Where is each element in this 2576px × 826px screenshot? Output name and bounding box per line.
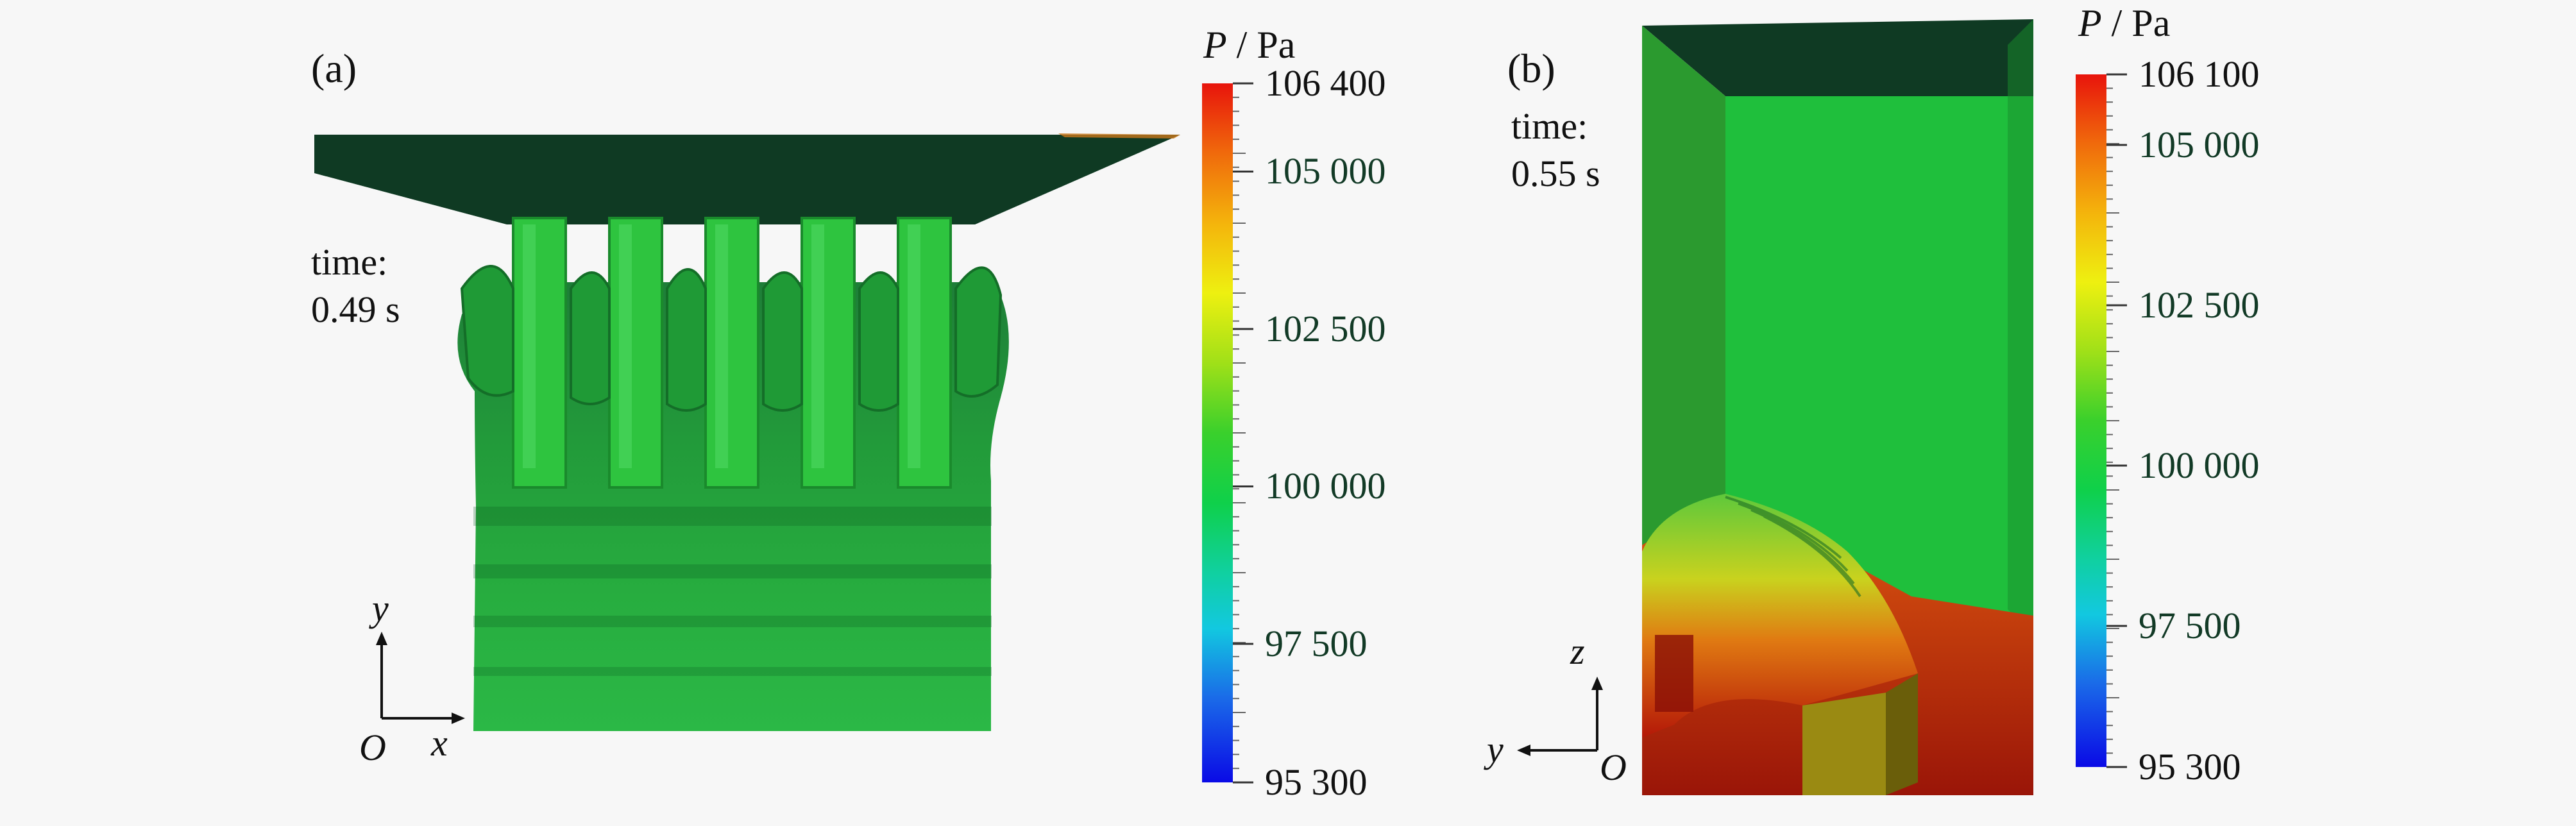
panel-b-obstacle [1802,693,1886,795]
panel-b-colorbar-unit: / Pa [2111,2,2171,44]
panel-b-colorbar-tick-label: 105 000 [2139,124,2260,165]
panel-a-colorbar-tick-label: 100 000 [1265,465,1386,507]
panel-a-colorbar-tick-label: 102 500 [1265,307,1386,350]
panel-b-colorbar [2076,73,2127,768]
panel-b-colorbar-tick-label: 100 000 [2139,444,2260,486]
panel-a-colorbar-tick-label: 97 500 [1265,622,1368,664]
panel-b-colorbar-gradient [2076,74,2106,767]
panel-b-colorbar-symbol: P [2078,2,2102,44]
panel-b-axis-origin: O [1600,746,1627,788]
panel-a-colorbar [1202,82,1253,784]
panel-a-colorbar-tick-label: 105 000 [1265,150,1386,192]
panel-a-label: (a) [311,46,357,91]
panel-b-axis-y-label: y [1487,729,1504,770]
panel-a-colorbar-gradient [1202,83,1233,782]
panel-b-wave-front [1642,494,1918,738]
panel-b-lid [1642,19,2033,96]
panel-b-time-value: 0.55 s [1511,153,1600,194]
panel-a-time-value: 0.49 s [311,289,400,330]
panel-a-axis-y-label: y [372,587,389,629]
panel-b-colorbar-title: P / Pa [2078,1,2170,46]
panel-a-simulation-render [314,133,1180,731]
panel-a-colorbar-unit: / Pa [1236,24,1296,66]
panel-b-colorbar-tick-label: 97 500 [2139,605,2241,646]
panel-b-colorbar-tick-labels: 106 100 105 000 102 500 100 000 97 500 95 300 [2139,0,2331,826]
panel-a-colorbar-tick-label: 106 400 [1265,62,1386,104]
panel-a-colorbar-tick-label: 95 300 [1265,761,1368,803]
panel-a-axis-arrows [376,632,465,724]
panel-a-lid [314,135,1180,224]
panel-b-simulation-render [1642,19,2033,795]
panel-b-time-label: time: [1511,105,1588,147]
panel-a-colorbar-tick-labels: 106 400 105 000 102 500 100 000 97 500 95 300 [1265,0,1457,826]
panel-a-time-label: time: [311,241,388,283]
panel-b-label: (b) [1507,46,1555,91]
panel-b-colorbar-tick-label: 102 500 [2139,284,2260,326]
panel-a-axis-x-label: x [431,722,448,764]
panel-a-colorbar-symbol: P [1203,24,1227,66]
panel-b-colorbar-tick-label: 95 300 [2139,746,2241,788]
panel-b-axis-z-label: z [1570,630,1585,672]
panel-b-colorbar-tick-label: 106 100 [2139,53,2260,95]
panel-b-axis-arrows [1517,677,1603,756]
panel-a-colorbar-title: P / Pa [1203,23,1295,67]
panel-a-axis-origin: O [359,727,386,768]
